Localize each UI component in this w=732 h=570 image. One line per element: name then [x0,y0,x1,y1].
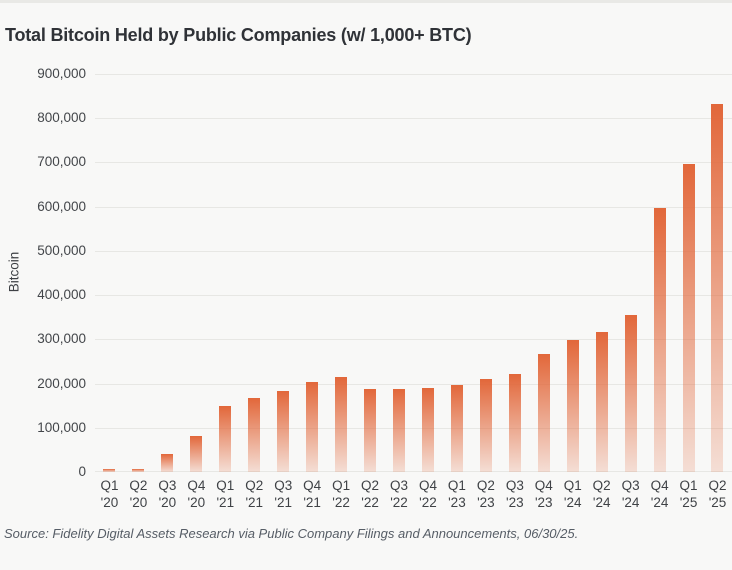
y-tick-label: 700,000 [37,154,86,169]
bar-Q1 '23 [450,384,463,472]
plot-area [95,74,732,472]
bar-slot [153,74,182,472]
bar-slot [182,74,211,472]
bar-Q1 '24 [566,340,579,472]
bar-Q4 '24 [653,207,666,472]
y-tick-label: 100,000 [37,420,86,435]
bar-Q3 '22 [393,388,405,472]
x-tick-label: Q1'21 [216,478,235,510]
gridline [95,471,732,472]
bar-slot [413,74,442,472]
y-tick-label: 600,000 [37,199,86,214]
bar-Q2 '21 [248,397,261,472]
gridline [95,74,732,75]
x-tick-label: Q2'21 [245,478,264,510]
x-tick-label: Q2'20 [129,478,148,510]
bar-Q3 '21 [277,391,290,472]
bar-Q4 '21 [306,382,319,472]
bar-Q3 '23 [508,373,521,472]
x-tick-label: Q4'21 [303,478,322,510]
y-tick-label: 300,000 [37,331,86,346]
bar-slot [471,74,500,472]
x-tick-label: Q2'22 [361,478,380,510]
bar-slot [645,74,674,472]
x-tick-label: Q4'24 [650,478,669,510]
x-tick-label: Q1'23 [447,478,466,510]
x-tick-label: Q1'24 [563,478,582,510]
bar-Q1 '25 [682,164,695,472]
gridline [95,295,732,296]
gridline [95,251,732,252]
bar-Q1 '21 [219,405,232,472]
gridline [95,428,732,429]
x-tick-label: Q2'23 [476,478,495,510]
bar-Q2 '23 [479,379,492,472]
bar-slot [385,74,414,472]
x-axis-tick-labels: Q1'20 Q2'20 Q3'20 Q4'20 Q1'21 Q2'21 Q3'21 Q4'21… [95,477,732,511]
x-tick-label: Q2'25 [708,478,727,510]
bar-slot [529,74,558,472]
bar-slot [327,74,356,472]
bar-slot [674,74,703,472]
gridline [95,339,732,340]
bar-Q1 '22 [335,376,348,472]
y-tick-label: 200,000 [37,376,86,391]
bar-Q3 '24 [624,315,637,472]
y-tick-label: 400,000 [37,287,86,302]
bar-Q4 '22 [421,387,434,472]
x-tick-label: Q2'24 [592,478,611,510]
bar-slot [211,74,240,472]
bar-slot [500,74,529,472]
x-tick-label: Q1'20 [100,478,119,510]
x-tick-label: Q4'23 [534,478,553,510]
x-tick-label: Q3'20 [158,478,177,510]
bar-Q2 '20 [132,468,145,472]
x-tick-label: Q4'22 [418,478,437,510]
x-tick-label: Q1'22 [332,478,351,510]
gridline [95,384,732,385]
y-tick-label: 0 [78,464,86,479]
bar-slot [240,74,269,472]
x-tick-label: Q3'21 [274,478,293,510]
gridline [95,162,732,163]
bar-slot [124,74,153,472]
x-tick-label: Q4'20 [187,478,206,510]
bar-Q2 '22 [364,389,377,472]
bar-Q1 '20 [103,468,116,472]
x-tick-label: Q1'25 [679,478,698,510]
x-tick-label: Q3'22 [390,478,409,510]
bar-slot [356,74,385,472]
y-tick-label: 500,000 [37,243,86,258]
bar-slot [442,74,471,472]
bar-slot [558,74,587,472]
bar-slot [703,74,732,472]
y-tick-label: 900,000 [37,66,86,81]
gridline [95,118,732,119]
bar-series [95,74,732,472]
bar-Q2 '24 [595,331,608,472]
source-note: Source: Fidelity Digital Assets Research… [4,526,579,541]
bar-slot [616,74,645,472]
top-divider [0,0,732,3]
bar-Q2 '25 [711,104,724,472]
x-tick-label: Q3'23 [505,478,524,510]
bar-slot [95,74,124,472]
bar-slot [587,74,616,472]
bar-slot [269,74,298,472]
y-tick-label: 800,000 [37,110,86,125]
bar-Q4 '20 [190,435,203,472]
gridline [95,207,732,208]
x-tick-label: Q3'24 [621,478,640,510]
chart-title: Total Bitcoin Held by Public Companies (… [5,25,472,45]
y-axis-tick-labels: 0 100,000 200,000 300,000 400,000 500,000 600,… [0,66,86,479]
bar-Q4 '23 [537,353,550,472]
bar-Q3 '20 [161,454,174,472]
bar-slot [298,74,327,472]
